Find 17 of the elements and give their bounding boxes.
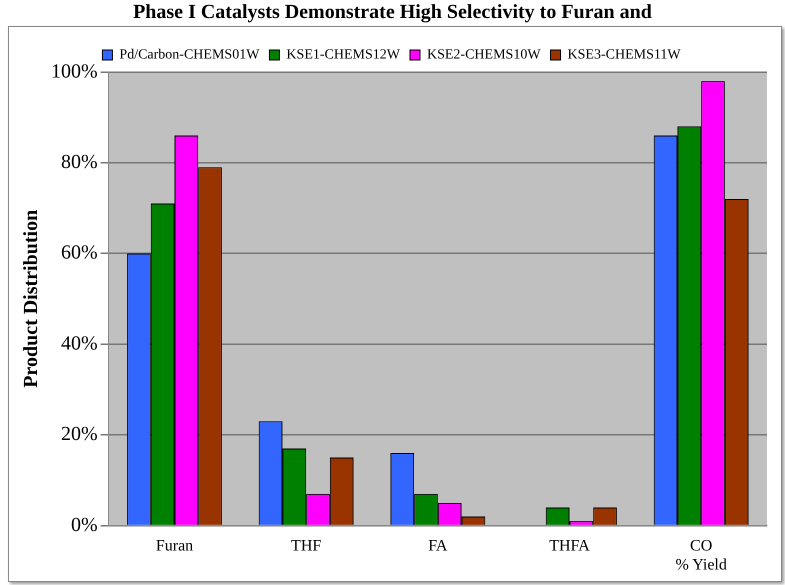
x-tick-label: THF xyxy=(291,537,322,554)
y-tick-label: 0% xyxy=(70,514,98,536)
y-tick-label: 40% xyxy=(60,332,98,354)
legend-label: KSE1-CHEMS12W xyxy=(286,48,401,63)
y-axis-title: Product Distribution xyxy=(20,210,42,388)
x-tick-label: Furan xyxy=(156,537,194,554)
y-tick-label: 60% xyxy=(60,242,98,264)
x-tick-label: THFA xyxy=(549,537,590,554)
y-tick-label: 100% xyxy=(50,60,98,82)
x-tick-label: FA xyxy=(428,537,448,554)
chart-title: Phase I Catalysts Demonstrate High Selectivity to Furan and xyxy=(132,0,653,24)
legend-label: Pd/Carbon-CHEMS01W xyxy=(119,48,260,63)
x-tick-label: CO % Yield xyxy=(675,537,727,574)
y-tick-label: 80% xyxy=(60,150,98,173)
legend-label: KSE3-CHEMS11W xyxy=(568,48,682,63)
y-tick-label: 20% xyxy=(60,423,98,446)
legend-label: KSE2-CHEMS10W xyxy=(426,48,542,63)
